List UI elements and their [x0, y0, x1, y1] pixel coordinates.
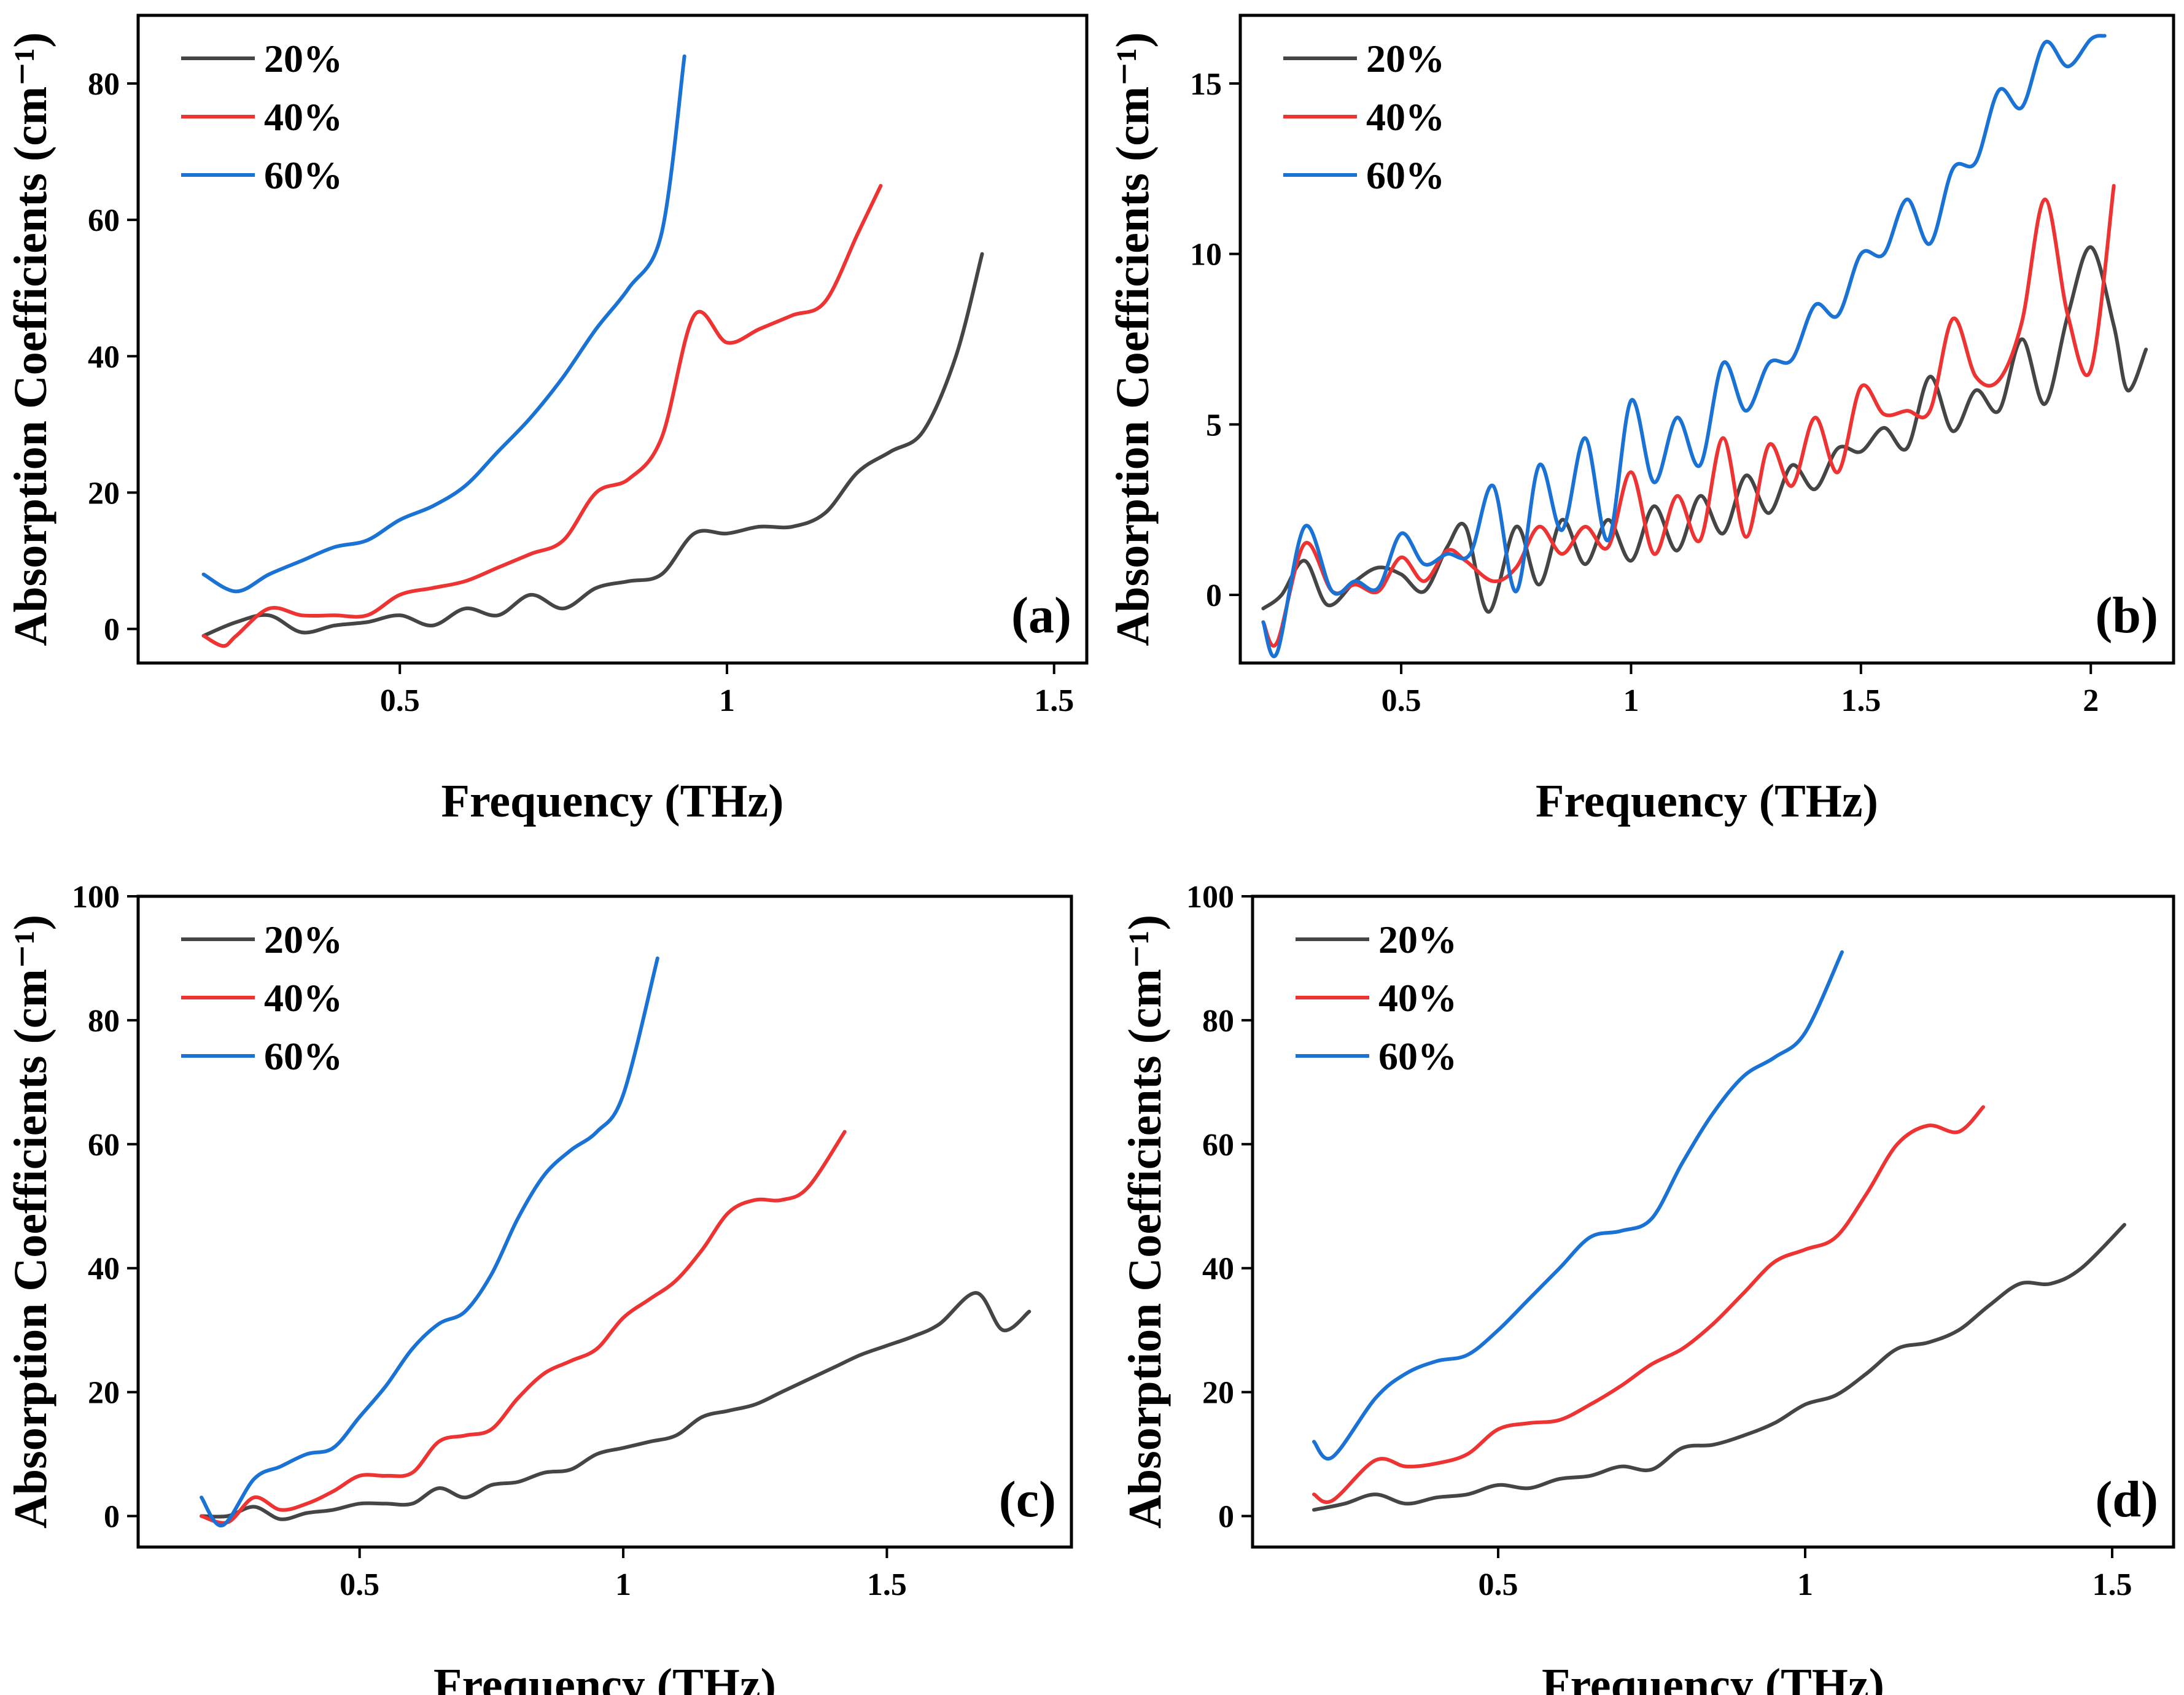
legend-label: 60%: [264, 1034, 343, 1078]
y-tick-label: 20: [88, 1376, 120, 1411]
panel-label: (c): [999, 1471, 1056, 1528]
legend-label: 20%: [264, 37, 343, 80]
y-tick-label: 100: [72, 880, 120, 915]
y-tick-label: 40: [88, 339, 120, 374]
y-tick-label: 100: [1186, 880, 1234, 915]
y-axis-title: Absorption Coefficients (cm⁻¹): [5, 915, 56, 1529]
legend-label: 60%: [264, 153, 343, 197]
y-tick-label: 20: [1202, 1376, 1234, 1411]
x-tick-label: 1: [719, 683, 735, 718]
x-tick-label: 1: [1797, 1567, 1813, 1602]
chart-panel-1: 0.5 1 1.5 2 0 5 10 15 Frequency (THz) Absorption …: [1107, 14, 2175, 827]
series-line-20%: [200, 1291, 1032, 1521]
y-tick-label: 15: [1190, 67, 1222, 102]
series-line-60%: [201, 54, 686, 594]
x-tick-label: 2: [2083, 683, 2099, 718]
series-line-60%: [200, 956, 659, 1527]
series-line-20%: [1312, 1223, 2126, 1512]
x-tick-label: 1.5: [1841, 683, 1881, 718]
x-tick-label: 1: [615, 1567, 631, 1602]
x-tick-label: 1.5: [2093, 1567, 2132, 1602]
chart-panel-3: 0.5 1 1.5 0 20 40 60 80 100 Frequency (THz) Absorp…: [1119, 880, 2175, 1695]
legend-label: 20%: [264, 918, 343, 961]
y-tick-label: 80: [88, 67, 120, 102]
x-axis-title: Frequency (THz): [1536, 775, 1878, 827]
legend-label: 20%: [1366, 37, 1445, 80]
series-line-40%: [200, 1130, 847, 1525]
series-line-60%: [1312, 950, 1844, 1461]
y-tick-label: 40: [88, 1252, 120, 1287]
x-tick-label: 0.5: [340, 1567, 379, 1602]
panel-label: (d): [2095, 1471, 2158, 1528]
x-axis-title: Frequency (THz): [441, 775, 784, 827]
plot-frame: [136, 894, 1073, 1549]
y-tick-label: 0: [1218, 1500, 1234, 1535]
y-tick-label: 60: [88, 1128, 120, 1163]
x-tick-label: 1: [1623, 683, 1639, 718]
series-line-20%: [1261, 245, 2148, 614]
plot-frame: [136, 14, 1089, 665]
y-axis-title: Absorption Coefficients (cm⁻¹): [1107, 32, 1159, 646]
series-line-40%: [1312, 1105, 1985, 1504]
legend-label: 40%: [1378, 976, 1457, 1020]
panel-label: (a): [1011, 587, 1071, 644]
panel-label: (b): [2095, 587, 2158, 644]
plot-frame: [1238, 14, 2175, 665]
y-tick-label: 40: [1202, 1252, 1234, 1287]
y-tick-label: 0: [104, 1500, 120, 1535]
series-line-20%: [201, 252, 984, 638]
y-tick-label: 60: [88, 203, 120, 238]
chart-panel-2: 0.5 1 1.5 0 20 40 60 80 100 Frequency (THz) Absorp…: [5, 880, 1073, 1695]
plot-frame: [1251, 894, 2175, 1549]
y-axis-title: Absorption Coefficients (cm⁻¹): [5, 32, 56, 646]
legend-label: 60%: [1378, 1034, 1457, 1078]
x-tick-label: 0.5: [380, 683, 420, 718]
y-tick-label: 10: [1190, 238, 1222, 273]
legend-label: 40%: [264, 95, 343, 139]
y-tick-label: 0: [1206, 578, 1222, 613]
x-tick-label: 0.5: [1382, 683, 1421, 718]
y-tick-label: 0: [104, 612, 120, 647]
y-tick-label: 80: [88, 1004, 120, 1039]
y-tick-label: 80: [1202, 1004, 1234, 1039]
legend-label: 40%: [264, 976, 343, 1020]
series-line-60%: [1261, 34, 2107, 659]
series-line-40%: [201, 184, 883, 648]
x-axis-title: Frequency (THz): [433, 1659, 776, 1695]
y-tick-label: 20: [88, 476, 120, 511]
chart-panel-0: 0.5 1 1.5 0 20 40 60 80 Frequency (THz) Absorptio…: [5, 14, 1089, 827]
legend-label: 20%: [1378, 918, 1457, 961]
y-axis-title: Absorption Coefficients (cm⁻¹): [1119, 915, 1171, 1529]
legend-label: 40%: [1366, 95, 1445, 139]
series-line-40%: [1261, 184, 2116, 648]
x-tick-label: 1.5: [1034, 683, 1074, 718]
x-tick-label: 0.5: [1479, 1567, 1518, 1602]
y-tick-label: 60: [1202, 1128, 1234, 1163]
y-tick-label: 5: [1206, 408, 1222, 443]
x-tick-label: 1.5: [867, 1567, 907, 1602]
legend-label: 60%: [1366, 153, 1445, 197]
x-axis-title: Frequency (THz): [1542, 1659, 1884, 1695]
